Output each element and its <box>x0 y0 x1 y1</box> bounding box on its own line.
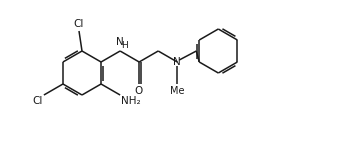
Text: NH₂: NH₂ <box>121 96 141 106</box>
Text: Cl: Cl <box>74 19 84 29</box>
Text: N: N <box>174 57 181 67</box>
Text: H: H <box>121 41 128 50</box>
Text: Cl: Cl <box>33 96 43 106</box>
Text: O: O <box>134 86 142 96</box>
Text: N: N <box>116 37 124 47</box>
Text: Me: Me <box>170 86 184 96</box>
